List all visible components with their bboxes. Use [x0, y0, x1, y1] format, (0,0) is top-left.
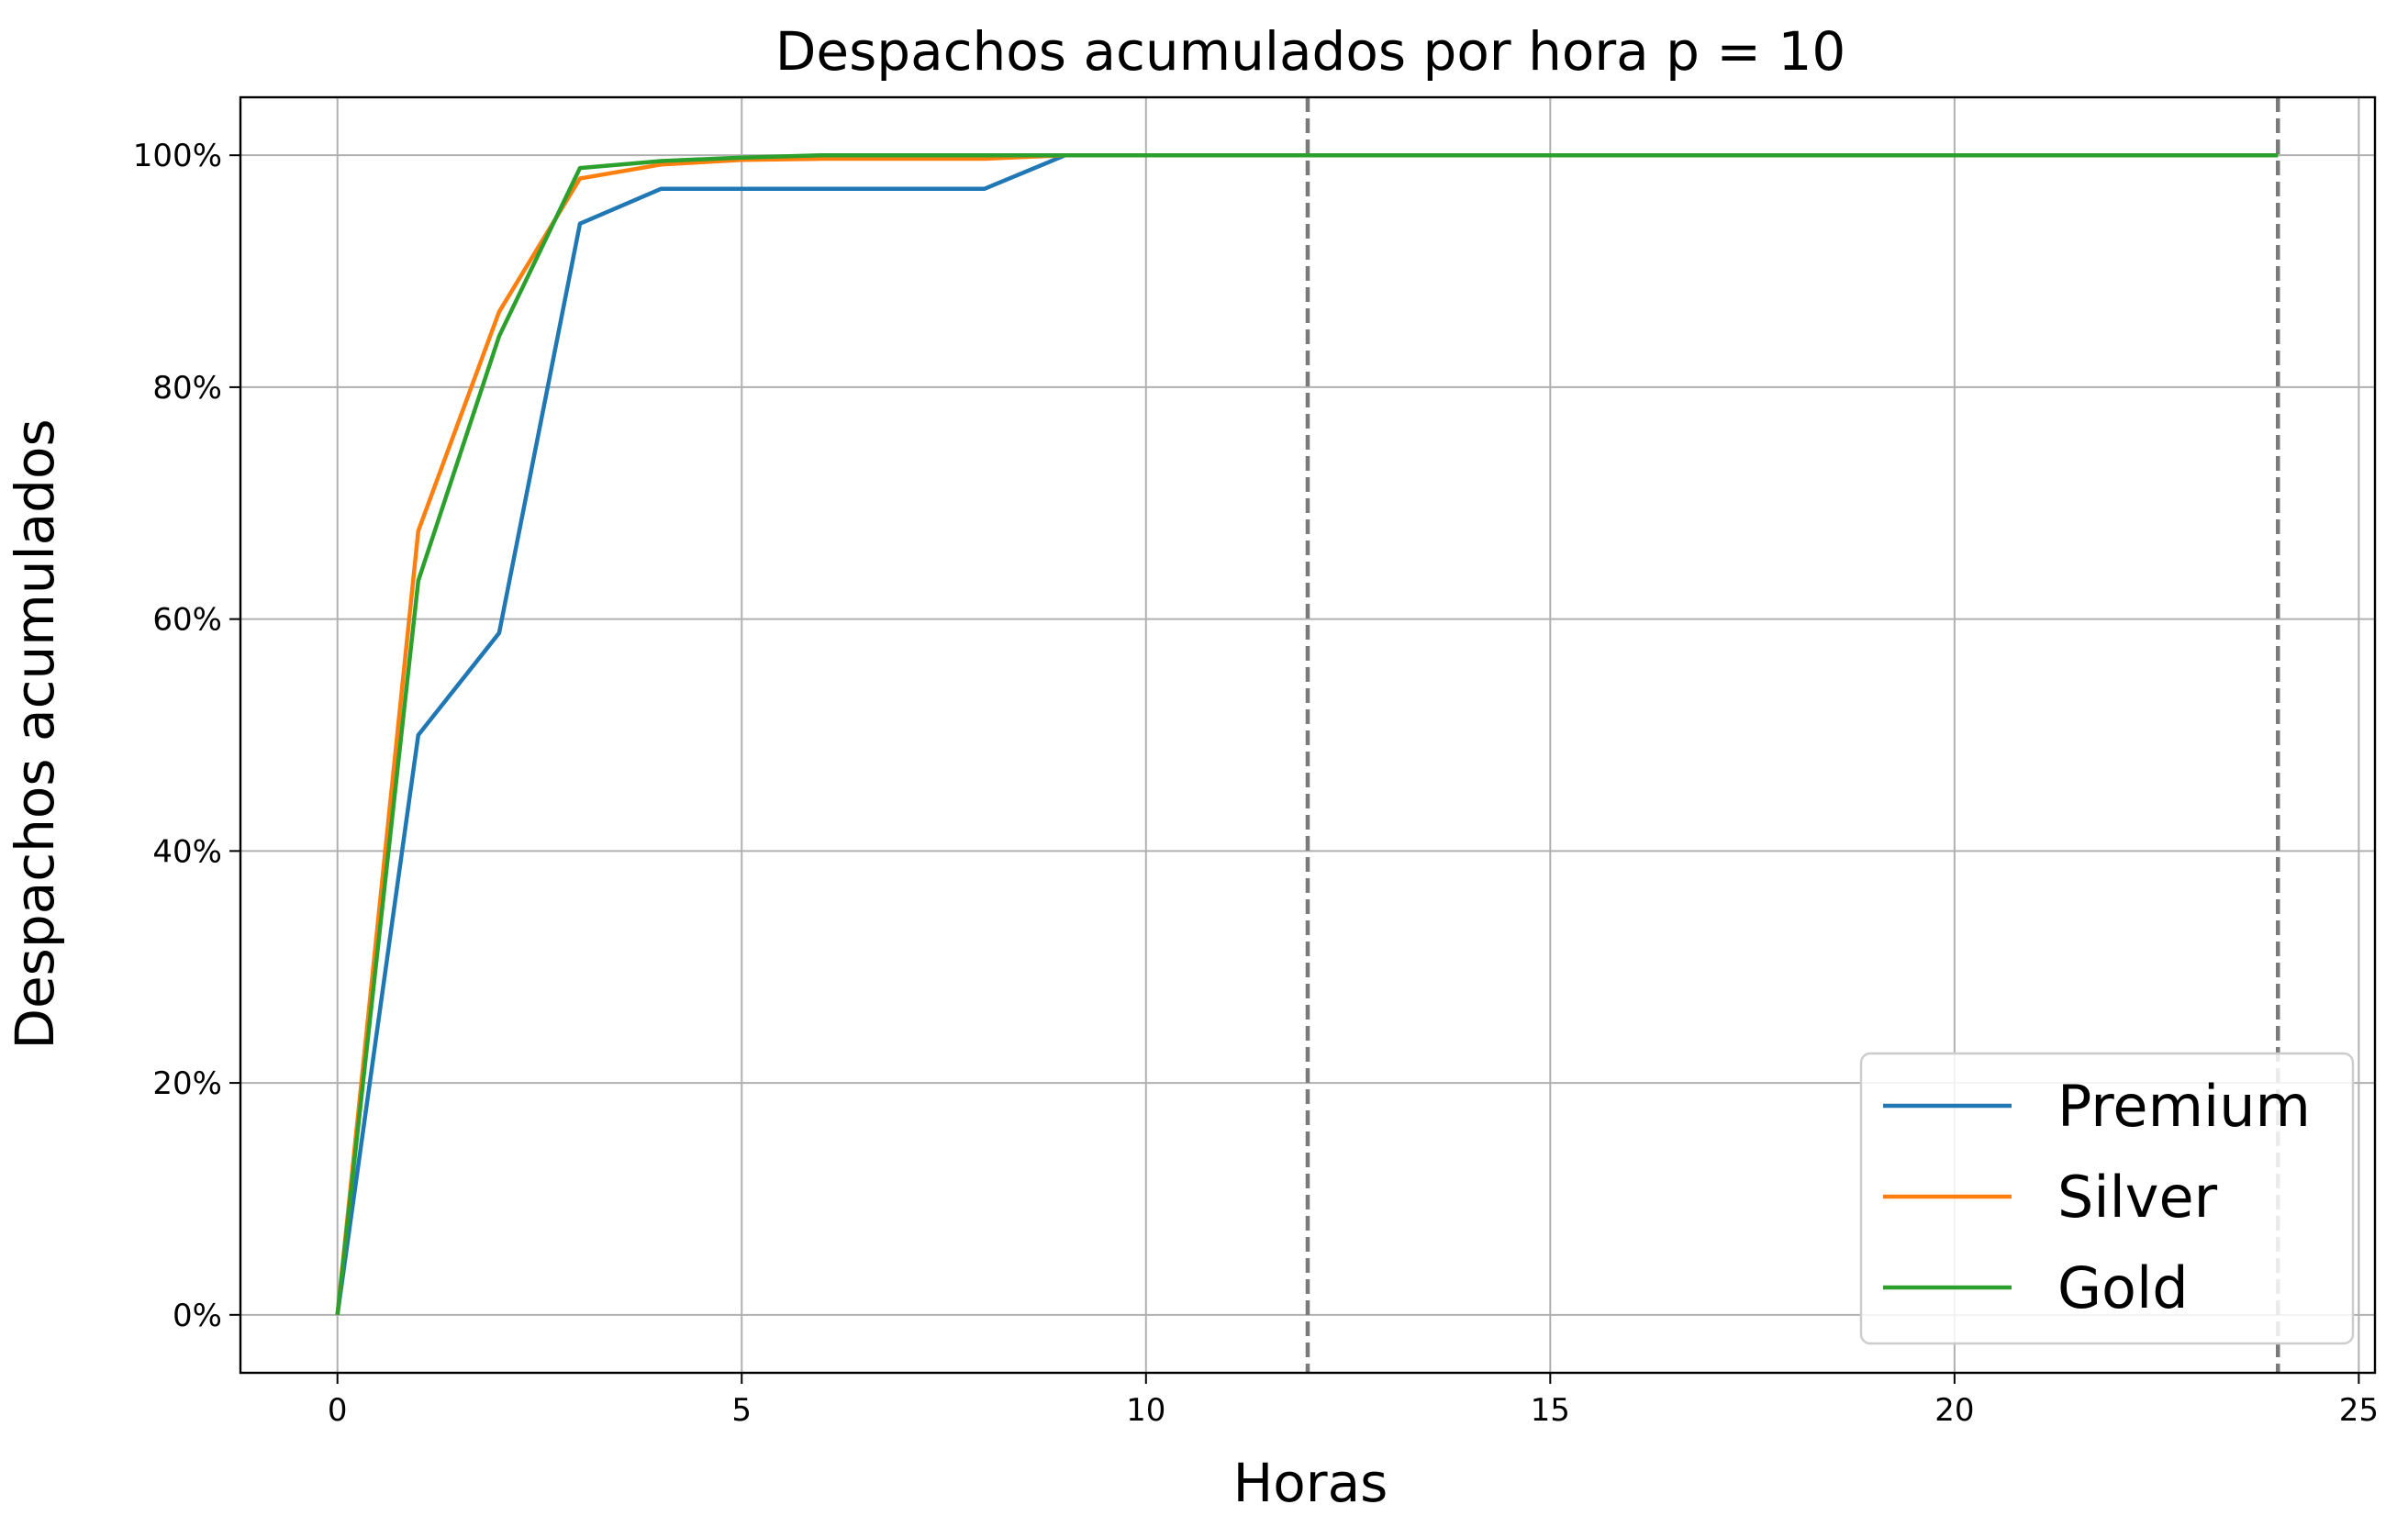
chart-title: Despachos acumulados por hora p = 10: [775, 20, 1846, 83]
series-line-gold: [335, 152, 2279, 1316]
legend: Premium Silver Gold: [1859, 1052, 2355, 1345]
legend-label: Gold: [2057, 1254, 2189, 1321]
y-tick-label: 20%: [152, 1065, 222, 1102]
series-lines: [335, 152, 2279, 1316]
x-tick-label: 10: [1126, 1392, 1165, 1429]
plot-frame: [239, 95, 2377, 1375]
y-tick-label: 40%: [152, 833, 222, 870]
x-tick-label: 25: [2339, 1392, 2379, 1429]
y-axis-label: Despachos acumulados: [4, 418, 66, 1049]
y-tick-label: 100%: [133, 138, 222, 174]
x-axis-ticks: 0 5 10 15 20 25: [328, 1373, 2379, 1429]
x-tick-label: 15: [1531, 1392, 1570, 1429]
legend-box: [1859, 1052, 2355, 1345]
legend-label: Silver: [2057, 1164, 2218, 1231]
legend-label: Premium: [2057, 1073, 2311, 1140]
y-tick-label: 0%: [173, 1298, 222, 1334]
y-tick-label: 60%: [152, 602, 222, 639]
x-axis-label: Horas: [1233, 1452, 1388, 1514]
x-tick-label: 5: [731, 1392, 752, 1429]
x-tick-label: 0: [328, 1392, 348, 1429]
y-tick-label: 80%: [152, 370, 222, 407]
y-axis-ticks: 0% 20% 40% 60% 80% 100%: [133, 138, 240, 1334]
x-tick-label: 20: [1934, 1392, 1974, 1429]
